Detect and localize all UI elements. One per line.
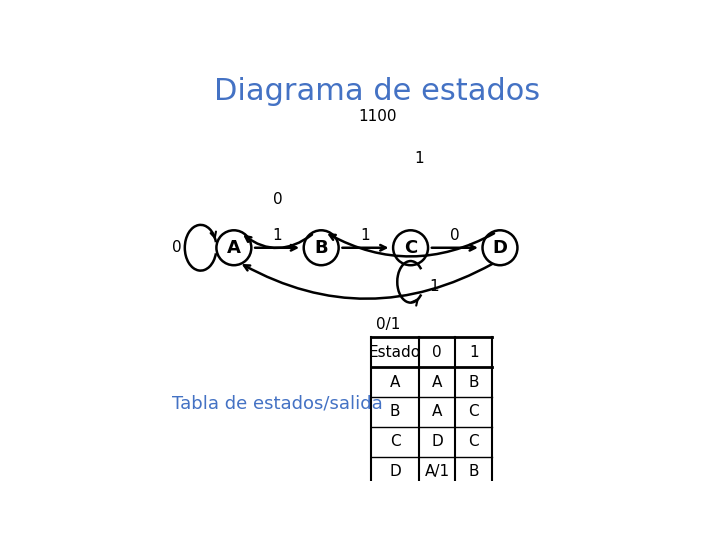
- Text: 0: 0: [433, 345, 442, 360]
- Text: 0/1: 0/1: [376, 317, 400, 332]
- Text: 0: 0: [171, 240, 181, 255]
- Text: 1: 1: [469, 345, 479, 360]
- Text: A: A: [227, 239, 240, 256]
- Text: 1: 1: [429, 279, 439, 294]
- Text: B: B: [469, 375, 479, 389]
- Text: A/1: A/1: [425, 464, 450, 480]
- Text: C: C: [469, 404, 479, 420]
- Text: C: C: [390, 435, 400, 449]
- Text: A: A: [390, 375, 400, 389]
- Text: C: C: [404, 239, 417, 256]
- Text: 1: 1: [361, 228, 370, 243]
- Text: D: D: [389, 464, 401, 480]
- Text: A: A: [432, 375, 442, 389]
- Text: Estado: Estado: [369, 345, 421, 360]
- Text: C: C: [469, 435, 479, 449]
- Text: B: B: [315, 239, 328, 256]
- Text: B: B: [469, 464, 479, 480]
- Text: Diagrama de estados: Diagrama de estados: [215, 77, 541, 106]
- Text: 1: 1: [272, 228, 282, 243]
- Text: 0: 0: [450, 228, 459, 243]
- Text: D: D: [431, 435, 443, 449]
- Text: 0: 0: [273, 192, 282, 207]
- Text: 1: 1: [414, 151, 423, 166]
- Text: 1100: 1100: [358, 109, 397, 124]
- Text: A: A: [432, 404, 442, 420]
- Text: Tabla de estados/salida: Tabla de estados/salida: [172, 394, 383, 412]
- Text: B: B: [390, 404, 400, 420]
- Text: D: D: [492, 239, 508, 256]
